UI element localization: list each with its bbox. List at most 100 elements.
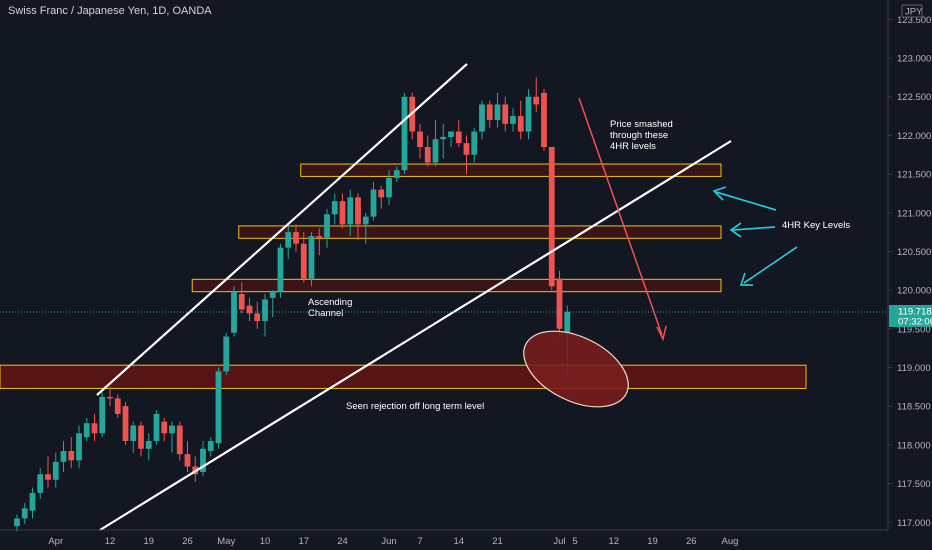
candle[interactable] [184,441,191,472]
candle[interactable] [169,421,175,453]
candle[interactable] [308,232,315,287]
callout-arrow-3[interactable] [743,246,798,284]
candle[interactable] [176,421,183,461]
candle[interactable] [448,131,454,148]
candle[interactable] [533,77,540,113]
candle[interactable] [463,135,470,175]
candle[interactable] [339,193,346,229]
candle[interactable] [45,456,51,488]
trend-drawings [96,63,798,531]
candle-body [60,451,67,462]
candle[interactable] [130,421,137,453]
candle[interactable] [324,208,330,248]
candle[interactable] [548,147,555,291]
projection-arrow-line[interactable] [578,97,663,336]
price-tick-label: 122.000 [897,131,931,142]
candle[interactable] [254,301,261,329]
candle[interactable] [393,166,400,182]
candle[interactable] [424,135,431,167]
time-tick-label: 19 [647,536,658,547]
candle[interactable] [238,282,245,314]
candle[interactable] [494,92,501,128]
candle[interactable] [277,243,284,298]
candle[interactable] [153,410,160,445]
candle[interactable] [21,502,28,524]
candle[interactable] [285,224,292,260]
candle-body [21,508,28,519]
channel-upper-line[interactable] [96,63,468,396]
candle[interactable] [300,232,307,283]
key-level-zone[interactable] [238,225,722,239]
candle[interactable] [316,228,323,256]
candle[interactable] [207,437,214,457]
candle[interactable] [161,417,168,442]
candle[interactable] [455,119,462,148]
projection-arrow-head [656,325,667,342]
candle[interactable] [525,88,532,140]
candle-body [29,492,36,511]
candle[interactable] [76,425,82,469]
key-level-zone[interactable] [0,364,807,389]
rejection-ellipse[interactable] [512,316,641,423]
candle[interactable] [200,441,206,476]
callout-arrow-2[interactable] [732,226,776,231]
candle-body [176,425,183,455]
candle[interactable] [262,294,268,337]
candle[interactable] [556,270,563,337]
candle[interactable] [502,96,509,132]
candle[interactable] [99,392,106,438]
candle[interactable] [510,108,516,132]
candle[interactable] [401,92,408,175]
candle[interactable] [231,286,237,337]
candle[interactable] [541,88,547,151]
time-tick-label: May [217,536,235,547]
candle[interactable] [293,224,299,252]
candle[interactable] [517,100,524,140]
candle[interactable] [471,127,478,163]
candle[interactable] [83,417,90,442]
candle[interactable] [246,297,253,322]
candle[interactable] [331,193,338,225]
price-tick-label: 123.500 [897,15,931,26]
candle[interactable] [386,170,392,206]
candle[interactable] [486,100,493,128]
candle-body [300,243,307,279]
time-tick-label: 14 [453,536,464,547]
candle-body [130,425,137,442]
candle[interactable] [378,185,385,209]
candle[interactable] [29,487,36,519]
candle[interactable] [122,402,129,445]
callout-arrow-1[interactable] [715,191,777,211]
candle[interactable] [347,189,354,236]
candle[interactable] [68,437,75,469]
candle[interactable] [60,441,67,472]
candle[interactable] [91,413,98,442]
candle[interactable] [417,123,423,159]
candle[interactable] [37,468,44,500]
candle[interactable] [114,394,121,418]
candle[interactable] [269,290,276,318]
last-price-tag[interactable]: 119.718 07:32:06 [889,304,932,328]
key-level-zone[interactable] [300,163,722,177]
candle-body [355,197,361,225]
candle[interactable] [52,452,59,488]
candle[interactable] [440,123,447,159]
candle[interactable] [479,100,485,140]
candle[interactable] [138,421,144,457]
candle[interactable] [14,514,20,532]
candle[interactable] [223,332,230,376]
candle[interactable] [145,433,152,461]
candle-body [308,235,315,279]
candle[interactable] [362,212,369,244]
currency-badge[interactable] [901,4,923,18]
candle[interactable] [432,119,439,167]
key-level-zone[interactable] [191,278,722,293]
candle-body [347,197,354,225]
candle[interactable] [355,193,361,240]
candle[interactable] [370,181,377,221]
candle-body [269,291,276,298]
channel-lower-line[interactable] [99,140,732,531]
candle[interactable] [107,386,113,407]
candle[interactable] [215,367,222,449]
